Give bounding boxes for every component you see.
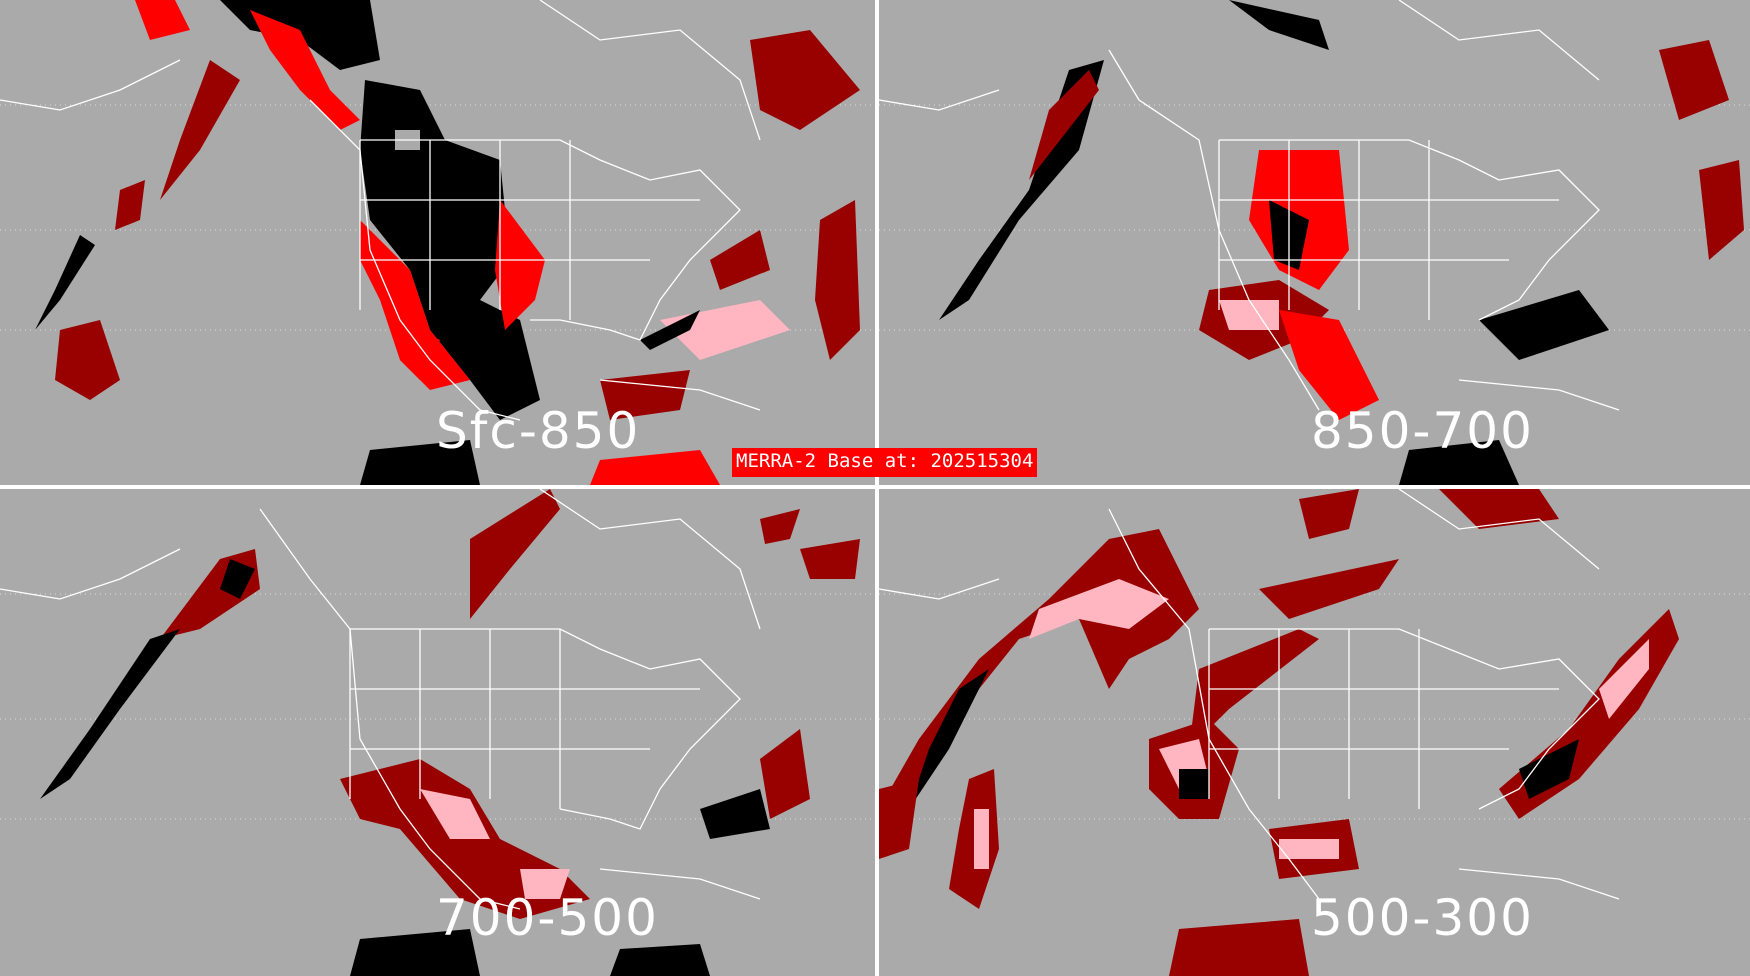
data-fields [35,0,860,485]
graticule [0,104,875,331]
map-canvas-850-700 [879,0,1750,485]
map-canvas-sfc-850 [0,0,875,485]
coastline-and-borders [0,0,761,421]
horizontal-divider [0,485,1750,489]
map-panel-500-300: 500-300 [879,489,1750,976]
coastline-and-borders [879,0,1620,411]
layer-label-500-300: 500-300 [1311,889,1534,947]
map-canvas-500-300 [879,489,1750,976]
base-time-banner: MERRA-2 Base at: 202515304 [732,448,1038,477]
map-panel-700-500: 700-500 [0,489,875,976]
map-canvas-700-500 [0,489,875,976]
coastline-and-borders [0,489,761,910]
map-panel-850-700: 850-700 [879,0,1750,485]
data-fields [939,0,1744,485]
coastline-and-borders [879,489,1620,900]
graticule [0,593,875,820]
data-fields [40,489,860,976]
layer-label-850-700: 850-700 [1311,402,1534,460]
map-panel-sfc-850: Sfc-850 [0,0,875,485]
layer-label-sfc-850: Sfc-850 [436,402,641,460]
layer-label-700-500: 700-500 [436,889,659,947]
